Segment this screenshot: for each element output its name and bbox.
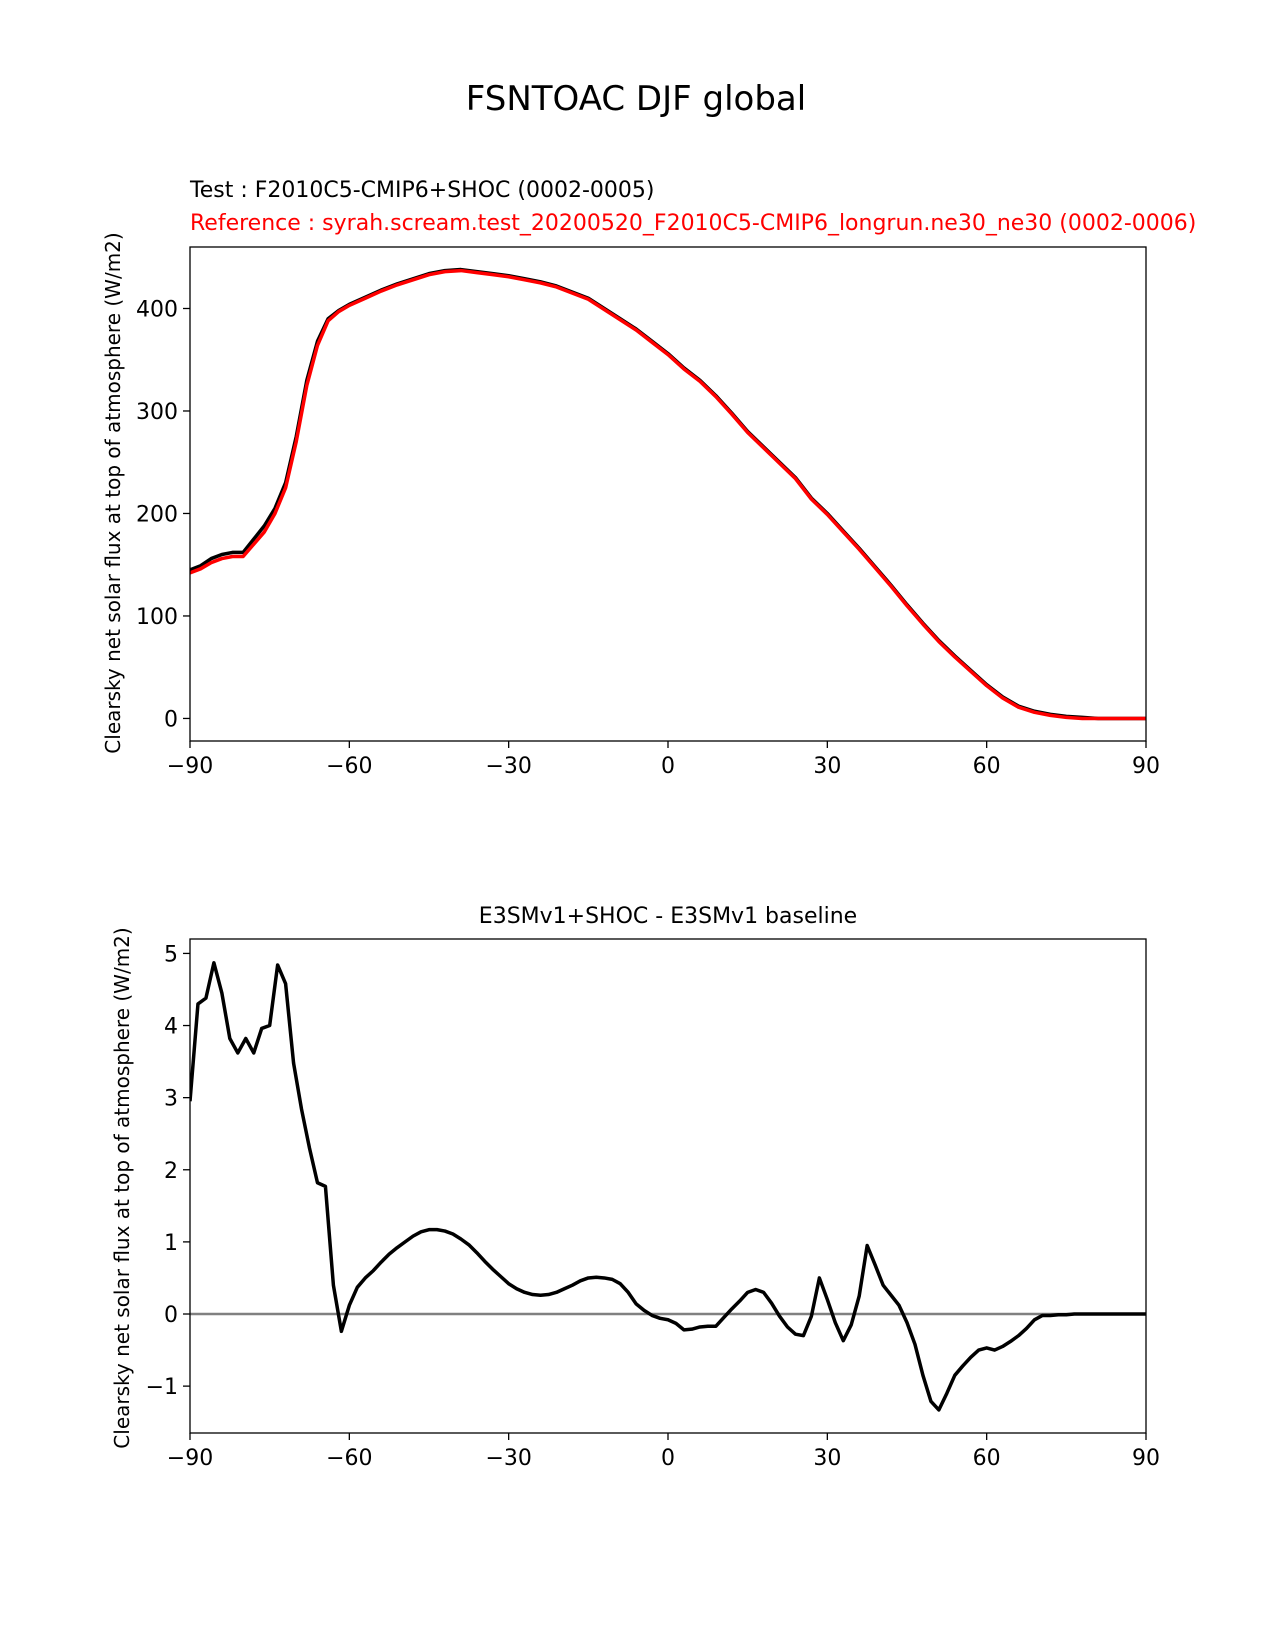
top-ytick-label: 0 xyxy=(164,707,178,732)
top-series-reference-line xyxy=(190,268,1146,721)
top-ytick-label: 100 xyxy=(136,605,178,630)
bottom-ytick-label: −1 xyxy=(146,1375,178,1400)
top-panel: Test : F2010C5-CMIP6+SHOC (0002-0005) Re… xyxy=(101,178,1196,779)
top-xtick-label: −60 xyxy=(326,754,372,779)
bottom-xtick-label: 30 xyxy=(813,1446,841,1471)
figure-suptitle: FSNTOAC DJF global xyxy=(466,79,806,119)
bottom-xtick-label: −30 xyxy=(485,1446,531,1471)
top-xtick-label: −30 xyxy=(485,754,531,779)
bottom-xtick-label: 60 xyxy=(973,1446,1001,1471)
top-ytick-label: 400 xyxy=(136,297,178,322)
bottom-series-difference-line xyxy=(190,961,1146,1412)
top-xtick-label: 0 xyxy=(661,754,675,779)
bottom-ytick-label: 0 xyxy=(164,1303,178,1328)
top-axes-frame xyxy=(189,246,1147,742)
top-ylabel: Clearsky net solar flux at top of atmosp… xyxy=(101,232,125,753)
bottom-panel: E3SMv1+SHOC - E3SMv1 baseline Clearsky n… xyxy=(110,904,1160,1471)
bottom-ytick-label: 4 xyxy=(164,1015,178,1040)
bottom-ytick-label: 5 xyxy=(164,942,178,967)
bottom-ylabel: Clearsky net solar flux at top of atmosp… xyxy=(110,927,134,1448)
bottom-xtick-label: 0 xyxy=(661,1446,675,1471)
bottom-xtick-label: −90 xyxy=(167,1446,213,1471)
top-xtick-label: 60 xyxy=(973,754,1001,779)
top-series-test-line xyxy=(190,267,1146,721)
test-title: Test : F2010C5-CMIP6+SHOC (0002-0005) xyxy=(189,178,654,203)
top-ytick-label: 300 xyxy=(136,400,178,425)
bottom-ytick-label: 2 xyxy=(164,1159,178,1184)
reference-title: Reference : syrah.scream.test_20200520_F… xyxy=(190,211,1196,236)
bottom-title: E3SMv1+SHOC - E3SMv1 baseline xyxy=(479,904,857,929)
top-xtick-label: 90 xyxy=(1132,754,1160,779)
bottom-xtick-label: 90 xyxy=(1132,1446,1160,1471)
bottom-ytick-label: 3 xyxy=(164,1087,178,1112)
bottom-ytick-label: 1 xyxy=(164,1231,178,1256)
bottom-axes-frame xyxy=(189,938,1147,1434)
top-ytick-label: 200 xyxy=(136,502,178,527)
top-xtick-label: 30 xyxy=(813,754,841,779)
bottom-xtick-label: −60 xyxy=(326,1446,372,1471)
top-xtick-label: −90 xyxy=(167,754,213,779)
